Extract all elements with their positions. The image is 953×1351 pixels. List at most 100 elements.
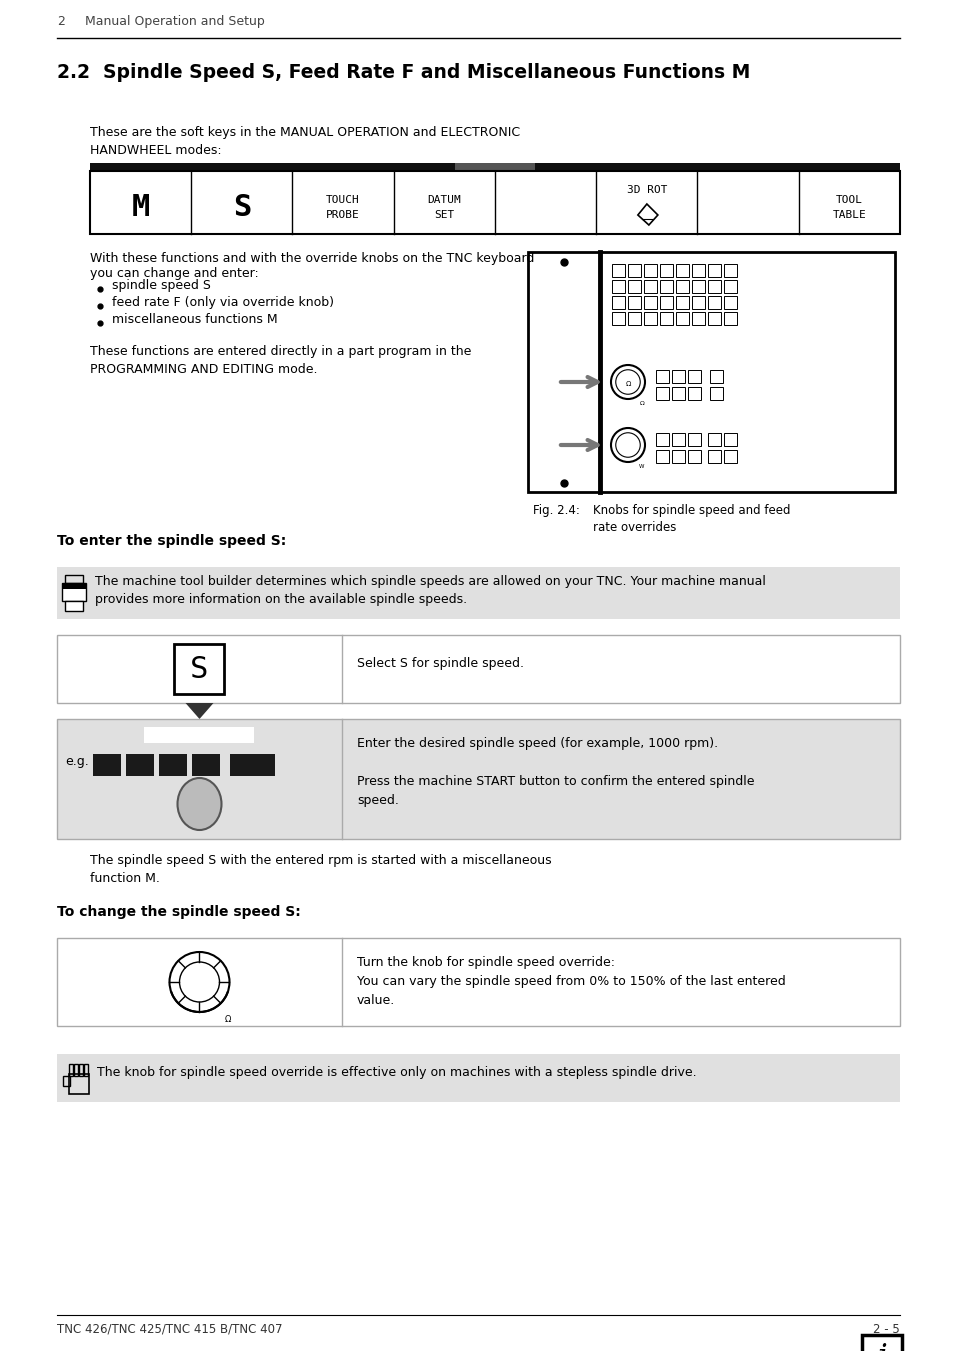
- Text: M: M: [132, 193, 150, 222]
- Bar: [723, 280, 737, 293]
- Bar: [62, 584, 86, 589]
- Text: The knob for spindle speed override is effective only on machines with a steples: The knob for spindle speed override is e…: [97, 1066, 696, 1079]
- Bar: [92, 754, 121, 775]
- Bar: [707, 280, 720, 293]
- Text: i: i: [876, 1342, 886, 1351]
- Bar: [230, 754, 274, 775]
- Text: With these functions and with the override knobs on the TNC keyboard
you can cha: With these functions and with the overri…: [90, 253, 534, 280]
- Bar: [57, 938, 899, 1025]
- Bar: [691, 263, 704, 277]
- Bar: [659, 263, 672, 277]
- FancyArrow shape: [185, 703, 213, 719]
- Bar: [723, 263, 737, 277]
- Bar: [659, 280, 672, 293]
- Bar: [723, 312, 737, 326]
- Text: To enter the spindle speed S:: To enter the spindle speed S:: [57, 534, 286, 549]
- Text: 2.2  Spindle Speed S, Feed Rate F and Miscellaneous Functions M: 2.2 Spindle Speed S, Feed Rate F and Mis…: [57, 63, 750, 82]
- Bar: [90, 163, 899, 172]
- Bar: [65, 601, 83, 611]
- Bar: [687, 386, 700, 400]
- Bar: [707, 434, 720, 446]
- Circle shape: [610, 365, 644, 399]
- Text: To change the spindle speed S:: To change the spindle speed S:: [57, 905, 300, 919]
- Bar: [627, 280, 640, 293]
- Circle shape: [610, 428, 644, 462]
- Bar: [709, 370, 722, 382]
- Bar: [687, 434, 700, 446]
- Text: Ω: Ω: [624, 381, 630, 386]
- Text: Fig. 2.4:: Fig. 2.4:: [533, 504, 579, 517]
- Bar: [69, 1065, 73, 1075]
- Bar: [643, 280, 657, 293]
- Text: Turn the knob for spindle speed override:
You can vary the spindle speed from 0%: Turn the knob for spindle speed override…: [356, 957, 785, 1006]
- Bar: [676, 312, 688, 326]
- Bar: [671, 386, 684, 400]
- Text: feed rate F (only via override knob): feed rate F (only via override knob): [112, 296, 334, 309]
- Bar: [612, 296, 624, 309]
- Bar: [527, 253, 894, 492]
- Bar: [63, 1075, 70, 1086]
- Bar: [691, 280, 704, 293]
- Bar: [723, 434, 737, 446]
- Bar: [159, 754, 187, 775]
- Text: W: W: [639, 463, 644, 469]
- Text: The machine tool builder determines which spindle speeds are allowed on your TNC: The machine tool builder determines whic…: [95, 576, 765, 607]
- Bar: [676, 280, 688, 293]
- Bar: [687, 450, 700, 463]
- Bar: [144, 727, 254, 743]
- Bar: [612, 312, 624, 326]
- Bar: [723, 296, 737, 309]
- Bar: [612, 263, 624, 277]
- Bar: [671, 434, 684, 446]
- Text: S: S: [190, 654, 209, 684]
- Bar: [79, 1065, 83, 1075]
- Bar: [643, 263, 657, 277]
- Text: Manual Operation and Setup: Manual Operation and Setup: [85, 15, 265, 28]
- Bar: [192, 754, 220, 775]
- Bar: [723, 450, 737, 463]
- Circle shape: [170, 952, 230, 1012]
- Bar: [676, 296, 688, 309]
- Text: DATUM
SET: DATUM SET: [427, 195, 460, 220]
- Text: 2: 2: [57, 15, 65, 28]
- Bar: [627, 296, 640, 309]
- Ellipse shape: [177, 778, 221, 830]
- Text: TNC 426/TNC 425/TNC 415 B/TNC 407: TNC 426/TNC 425/TNC 415 B/TNC 407: [57, 1323, 282, 1336]
- Bar: [455, 163, 535, 172]
- Text: Ω: Ω: [224, 1015, 231, 1024]
- Bar: [57, 719, 899, 839]
- Bar: [69, 1074, 89, 1094]
- Text: 3D ROT: 3D ROT: [626, 185, 666, 195]
- Bar: [671, 370, 684, 382]
- Text: TOUCH
PROBE: TOUCH PROBE: [326, 195, 359, 220]
- Bar: [74, 1065, 78, 1075]
- Bar: [709, 386, 722, 400]
- Bar: [656, 434, 668, 446]
- Bar: [65, 576, 83, 584]
- Text: miscellaneous functions M: miscellaneous functions M: [112, 313, 277, 326]
- Bar: [707, 263, 720, 277]
- Text: Knobs for spindle speed and feed
rate overrides: Knobs for spindle speed and feed rate ov…: [593, 504, 790, 534]
- Bar: [84, 1065, 88, 1075]
- Text: These are the soft keys in the MANUAL OPERATION and ELECTRONIC
HANDWHEEL modes:: These are the soft keys in the MANUAL OP…: [90, 126, 519, 157]
- Text: spindle speed S: spindle speed S: [112, 280, 211, 292]
- Bar: [707, 312, 720, 326]
- Bar: [627, 312, 640, 326]
- Bar: [643, 296, 657, 309]
- Text: TOOL
TABLE: TOOL TABLE: [832, 195, 865, 220]
- Text: Select S for spindle speed.: Select S for spindle speed.: [356, 657, 523, 670]
- Bar: [57, 635, 899, 703]
- Text: The spindle speed S with the entered rpm is started with a miscellaneous
functio: The spindle speed S with the entered rpm…: [90, 854, 551, 885]
- Bar: [62, 584, 86, 601]
- Bar: [57, 567, 899, 619]
- Text: These functions are entered directly in a part program in the
PROGRAMMING AND ED: These functions are entered directly in …: [90, 345, 471, 376]
- Bar: [126, 754, 153, 775]
- Bar: [174, 644, 224, 694]
- Bar: [57, 1054, 899, 1102]
- Bar: [687, 370, 700, 382]
- Bar: [691, 312, 704, 326]
- Text: S: S: [233, 193, 251, 222]
- Bar: [691, 296, 704, 309]
- Bar: [707, 450, 720, 463]
- Text: Enter the desired spindle speed (for example, 1000 rpm).

Press the machine STAR: Enter the desired spindle speed (for exa…: [356, 738, 754, 807]
